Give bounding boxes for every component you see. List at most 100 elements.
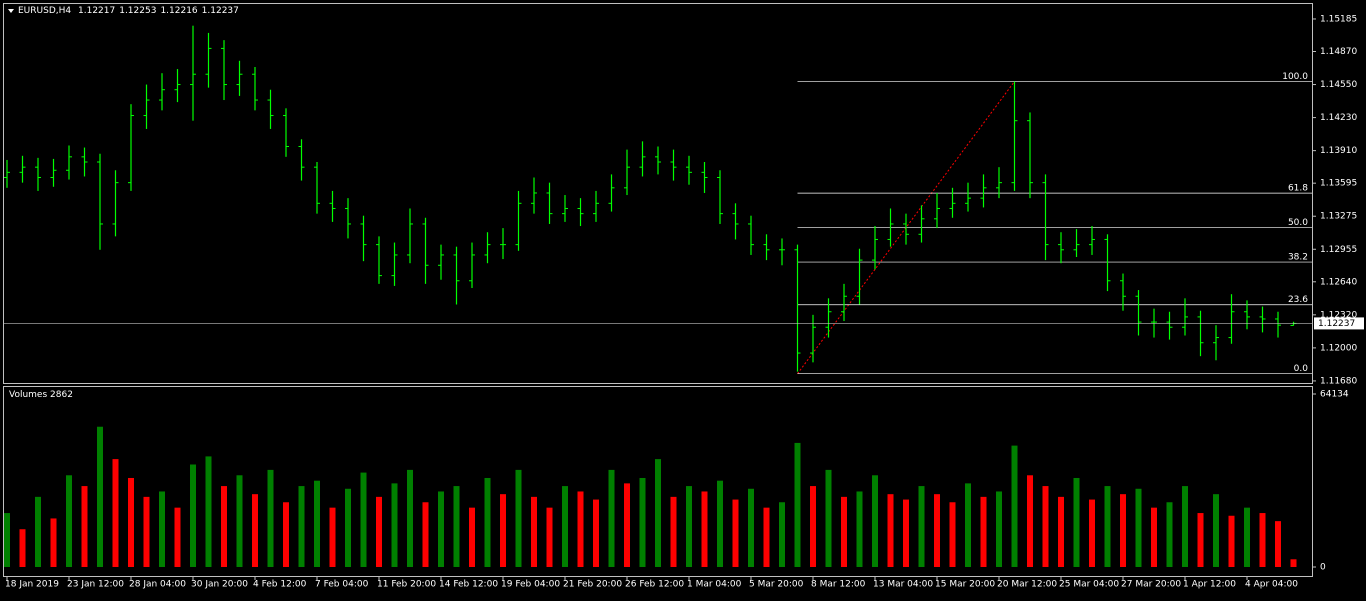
volume-bar — [577, 491, 584, 567]
volume-bar — [1182, 486, 1188, 567]
plot-layer: 1.15185 1.14870 1.14550 1.14230 1.13910 1.135… — [4, 14, 1364, 590]
x-tick-label: 11 Feb 20:00 — [377, 580, 436, 590]
last-price-label: 1.12237 — [1318, 319, 1355, 329]
volume-bar — [903, 499, 909, 567]
volume-bar — [66, 475, 72, 567]
x-tick-label: 25 Mar 04:00 — [1059, 580, 1119, 590]
volume-bar — [159, 491, 165, 567]
volume-bar — [748, 488, 754, 567]
volume-bar — [763, 507, 770, 567]
volume-bar — [205, 456, 212, 567]
volume-bar — [655, 459, 661, 567]
volume-bar — [670, 496, 677, 567]
volume-bar — [221, 486, 227, 567]
volume-bar — [810, 486, 816, 567]
fib-trend — [797, 81, 1015, 375]
volume-bar — [856, 491, 863, 567]
x-tick-label: 4 Feb 12:00 — [253, 580, 307, 590]
x-tick-label: 26 Feb 12:00 — [625, 580, 684, 590]
volume-bar — [360, 472, 367, 567]
volume-bar — [1244, 507, 1250, 567]
volume-bar — [1135, 488, 1142, 567]
x-tick-label: 7 Feb 04:00 — [315, 580, 369, 590]
fib-label: 23.6 — [1288, 295, 1308, 305]
x-tick-label: 30 Jan 20:00 — [191, 580, 248, 590]
volume-bar — [996, 491, 1002, 567]
volume-bar — [965, 483, 971, 567]
volume-bar — [872, 475, 878, 567]
menu-arrow[interactable] — [8, 9, 14, 13]
volume-bar — [1151, 507, 1157, 567]
y-tick-label: 1.13595 — [1320, 179, 1357, 189]
volume-bar — [639, 477, 646, 567]
x-tick-label: 5 Mar 20:00 — [749, 580, 804, 590]
high-value: 1.12253 — [119, 6, 157, 16]
volume-bar — [887, 494, 894, 567]
volume-bar — [686, 486, 692, 567]
volume-bar — [267, 469, 274, 567]
volume-bar — [1104, 486, 1111, 567]
x-tick-label: 19 Feb 04:00 — [501, 580, 560, 590]
volume-bar — [453, 486, 460, 567]
y-tick-label: 1.12000 — [1320, 343, 1357, 353]
volume-bar — [980, 496, 987, 567]
x-tick-label: 27 Mar 20:00 — [1121, 580, 1181, 590]
volume-bar — [593, 499, 599, 567]
price-panel — [3, 3, 1313, 384]
volume-bar — [825, 469, 832, 567]
volume-bar — [391, 483, 398, 567]
volume-bar — [1197, 513, 1204, 567]
fib-label: 100.0 — [1282, 72, 1308, 82]
volume-bar — [345, 488, 351, 567]
volume-bar — [407, 469, 413, 567]
y-tick-label: 64134 — [1320, 390, 1349, 400]
x-tick-label: 18 Jan 2019 — [5, 580, 59, 590]
fib-label: 38.2 — [1288, 253, 1308, 263]
x-tick-label: 1 Mar 04:00 — [687, 580, 742, 590]
y-tick-label: 0 — [1320, 563, 1326, 573]
volume-bar — [469, 507, 475, 567]
volume-bar — [438, 491, 444, 567]
volume-bar — [1027, 475, 1033, 567]
x-tick-label: 15 Mar 20:00 — [935, 580, 995, 590]
volume-bar — [1042, 486, 1049, 567]
x-tick-label: 13 Mar 04:00 — [873, 580, 933, 590]
volume-bar — [515, 469, 522, 567]
volume-bar — [484, 477, 491, 567]
volume-bar — [283, 502, 289, 567]
volume-bar — [1120, 494, 1126, 567]
volume-bar — [50, 518, 57, 567]
volume-last: 2862 — [50, 390, 73, 400]
volume-bar — [190, 464, 196, 567]
volume-bar — [949, 502, 956, 567]
header: EURUSD,H4 1.12217 1.12253 1.12216 1.12237 — [18, 6, 243, 16]
volume-bar — [1166, 502, 1173, 567]
volume-panel — [3, 386, 1313, 577]
volume-bar — [531, 496, 537, 567]
volume-bar — [562, 486, 568, 567]
y-tick-label: 1.12320 — [1320, 310, 1357, 320]
fib-label: 50.0 — [1288, 218, 1308, 228]
x-tick-label: 28 Jan 04:00 — [129, 580, 186, 590]
volume-bar — [128, 477, 134, 567]
volume-header: Volumes 2862 — [9, 390, 73, 400]
volume-bar — [314, 480, 320, 567]
x-tick-label: 14 Feb 12:00 — [439, 580, 498, 590]
volume-bar — [546, 507, 553, 567]
y-tick-label: 1.11680 — [1320, 376, 1357, 386]
open-value: 1.12217 — [78, 6, 116, 16]
volume-bar — [1213, 494, 1219, 567]
fib-label: 61.8 — [1288, 184, 1308, 194]
x-tick-label: 4 Apr 04:00 — [1245, 580, 1298, 590]
volume-bar — [701, 491, 708, 567]
y-tick-label: 1.14230 — [1320, 113, 1357, 123]
volume-bar — [732, 499, 739, 567]
low-value: 1.12216 — [160, 6, 198, 16]
volume-bar — [97, 426, 103, 567]
volume-bar — [500, 494, 506, 567]
volume-bar — [779, 502, 785, 567]
volume-bar — [934, 494, 940, 567]
x-tick-label: 20 Mar 12:00 — [997, 580, 1057, 590]
last-price-box — [1314, 317, 1364, 330]
